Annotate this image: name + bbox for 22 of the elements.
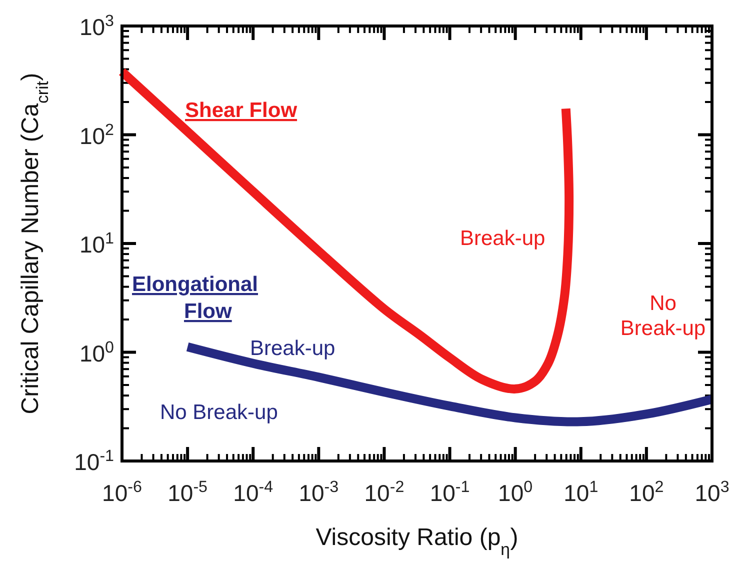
x-tick-label: 10$^{2}$	[629, 478, 664, 506]
series-label: Elongational Flow	[132, 273, 258, 323]
annotation: Break-up	[250, 337, 336, 360]
y-tick-label: 10$^{2}$	[79, 120, 114, 149]
y-tick-label: 10$^{0}$	[79, 338, 114, 366]
y-tick-label: 10$^{1}$	[79, 230, 114, 258]
annotation: No Break-up	[620, 292, 706, 340]
x-tick-label: 10$^{0}$	[498, 478, 533, 506]
series-label: Shear Flow	[185, 99, 298, 122]
annotation: No Break-up	[160, 401, 278, 424]
y-tick-label: 10$^{3}$	[79, 12, 114, 40]
x-tick-label: 10$^{3}$	[694, 478, 730, 506]
x-tick-label: 10$^{-4}$	[233, 478, 274, 506]
x-tick-label: 10$^{1}$	[564, 478, 598, 506]
x-axis-title: Viscosity Ratio (p$_{η}$)	[316, 524, 518, 558]
x-tick-label: 10$^{-1}$	[430, 478, 470, 506]
x-tick-label: 10$^{-3}$	[298, 478, 339, 506]
x-tick-label: 10$^{-2}$	[364, 478, 404, 506]
annotation: Break-up	[460, 227, 546, 250]
x-tick-label: 10$^{-5}$	[168, 478, 208, 506]
y-tick-label: 10$^{-1}$	[74, 447, 114, 475]
x-tick-label: 10$^{-6}$	[102, 478, 142, 506]
